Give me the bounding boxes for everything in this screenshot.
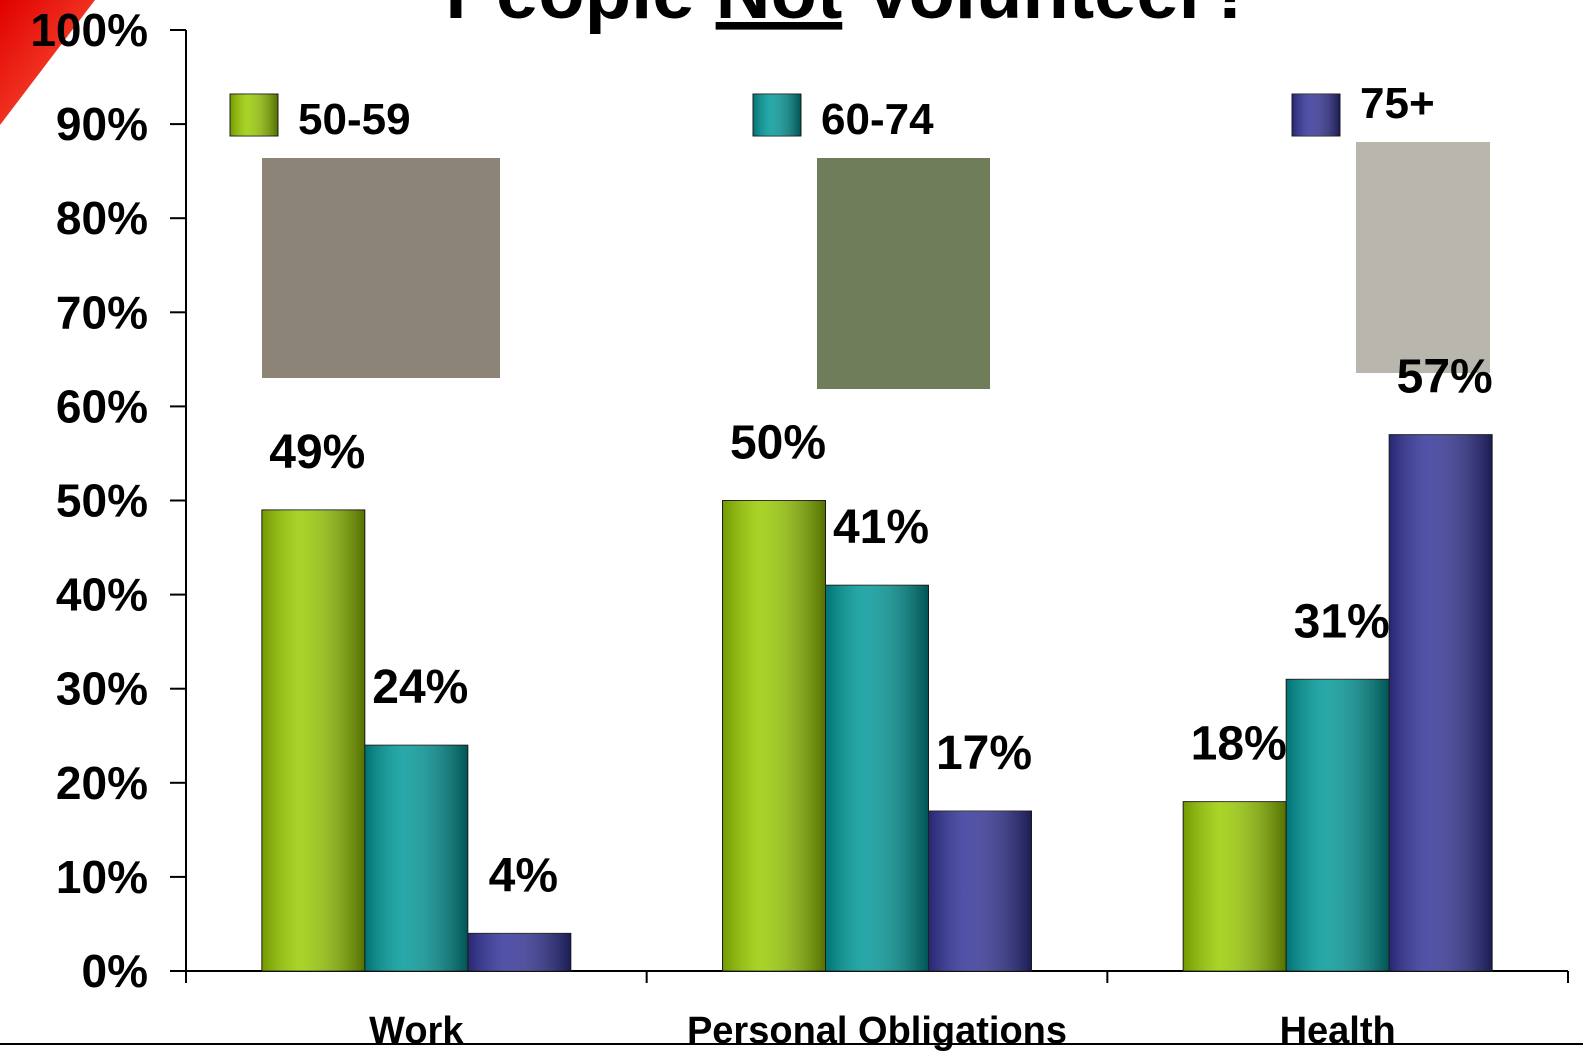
y-tick-label: 10% [56,851,148,903]
y-tick-label: 60% [56,380,148,432]
legend-swatch-shade [230,94,278,136]
bar-shade [929,811,1032,971]
value-label: 41% [833,501,929,554]
y-tick-label: 40% [56,569,148,621]
value-label: 24% [372,661,468,714]
y-tick-label: 70% [56,286,148,338]
title-part: People [445,0,694,35]
value-label: 18% [1191,718,1287,771]
x-tick-label: Work [369,1010,464,1052]
legend-swatch-shade [1292,94,1340,136]
chart-title: People Not Volunteer? [445,0,1254,35]
value-label: 49% [269,426,365,479]
value-label: 17% [936,727,1032,780]
bar-shade [365,745,468,971]
value-label: 4% [489,849,558,902]
bar-shade [1183,802,1286,971]
chart: People Not Volunteer? 0% 10% 20% 30% 40% 50% 6… [0,0,1583,1057]
y-tick-label: 30% [56,663,148,715]
legend-label: 50-59 [298,95,411,144]
y-tick-label: 0% [82,945,148,997]
bar-shade [1389,435,1492,971]
title-part: Volunteer? [863,0,1254,35]
bar-shade [468,933,571,971]
value-label: 50% [730,417,826,470]
y-tick-label: 100% [30,4,148,56]
legend-label: 75+ [1360,79,1435,128]
value-label: 31% [1294,595,1390,648]
title-part: Not [716,0,843,35]
photo [1356,142,1490,373]
legend-label: 60-74 [821,95,934,144]
bar-shade [826,585,929,971]
y-tick-label: 50% [56,475,148,527]
y-tick-label: 90% [56,98,148,150]
x-tick-label: Health [1280,1010,1396,1052]
legend-swatch-shade [753,94,801,136]
bar-shade [262,510,365,971]
photo [262,158,500,378]
photo [817,158,990,389]
bar-shade [723,501,826,972]
y-tick-label: 20% [56,757,148,809]
bar-shade [1286,679,1389,971]
value-label: 57% [1397,351,1493,404]
x-tick-label: Personal Obligations [687,1010,1067,1052]
y-tick-label: 80% [56,192,148,244]
